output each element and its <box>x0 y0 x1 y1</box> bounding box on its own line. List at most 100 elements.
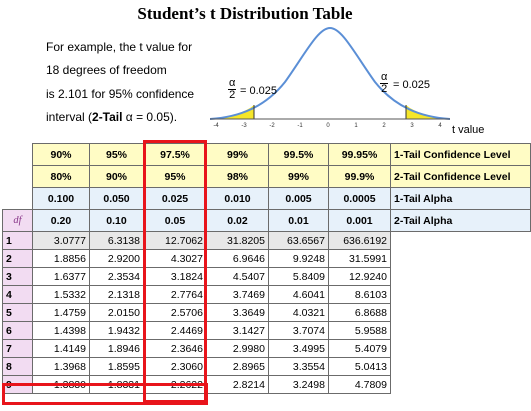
bell-curve-line <box>210 26 450 120</box>
df-cell: 7 <box>2 339 33 358</box>
critical-value-cell: 5.0413 <box>328 357 391 376</box>
critical-value-cell: 3.3554 <box>268 357 329 376</box>
table-row: 3 1.6377 2.3534 3.1824 4.5407 5.8409 12.9240 <box>2 267 531 286</box>
axis-tick: 1 <box>354 123 358 127</box>
critical-value-cell: 8.6103 <box>328 285 391 304</box>
header-value-cell: 99% <box>206 143 269 166</box>
header-value-cell: 0.10 <box>89 209 144 232</box>
header-value-cell: 97.5% <box>143 143 207 166</box>
df-cell: 2 <box>2 249 33 268</box>
right-tail-shade <box>406 105 450 119</box>
critical-value-cell: 1.8946 <box>89 339 144 358</box>
header-value-cell: 90% <box>32 143 90 166</box>
header-row: 90% 95% 97.5% 99% 99.5% 99.95% 1-Tail Confiden… <box>2 143 531 166</box>
critical-value-cell: 2.9200 <box>89 249 144 268</box>
axis-tick: 0 <box>326 123 330 127</box>
critical-value-cell: 2.1318 <box>89 285 144 304</box>
critical-value-cell: 31.8205 <box>206 231 269 250</box>
critical-value-cell: 3.1427 <box>206 321 269 340</box>
left-alpha-fraction: α 2 <box>228 77 237 101</box>
table-row: 4 1.5332 2.1318 2.7764 3.7469 4.6041 8.6103 <box>2 285 531 304</box>
critical-value-cell: 2.4469 <box>143 321 207 340</box>
critical-value-cell: 1.5332 <box>32 285 90 304</box>
header-row-label: 1-Tail Alpha <box>390 187 531 210</box>
critical-value-cell: 12.7062 <box>143 231 207 250</box>
header-value-cell: 0.050 <box>89 187 144 210</box>
header-value-cell: 0.05 <box>143 209 207 232</box>
df-cell: 8 <box>2 357 33 376</box>
right-alpha-value: = 0.025 <box>393 79 431 91</box>
t-distribution-table: 90% 95% 97.5% 99% 99.5% 99.95% 1-Tail Confiden… <box>2 143 531 394</box>
df-cell: 1 <box>2 231 33 250</box>
critical-value-cell: 1.8595 <box>89 357 144 376</box>
critical-value-cell: 4.3027 <box>143 249 207 268</box>
axis-tick: -2 <box>269 123 275 127</box>
critical-value-cell: 9.9248 <box>268 249 329 268</box>
table-row: 9 1.3830 1.8331 2.2622 2.8214 3.2498 4.7809 <box>2 375 531 394</box>
axis-tick: 3 <box>410 123 414 127</box>
critical-value-cell: 1.4759 <box>32 303 90 322</box>
critical-value-cell: 1.8331 <box>89 375 144 394</box>
header-value-cell: 0.010 <box>206 187 269 210</box>
critical-value-cell: 1.3968 <box>32 357 90 376</box>
df-cell: 3 <box>2 267 33 286</box>
header-row-label: 2-Tail Alpha <box>390 209 531 232</box>
critical-value-cell: 3.1824 <box>143 267 207 286</box>
df-cell: 6 <box>2 321 33 340</box>
axis-tick: -1 <box>297 123 303 127</box>
corner-cell <box>2 187 33 210</box>
critical-value-cell: 2.9980 <box>206 339 269 358</box>
header-value-cell: 0.005 <box>268 187 329 210</box>
example-line-4-tail: 2-Tail <box>92 110 123 124</box>
left-tail-shade <box>210 105 254 119</box>
critical-value-cell: 1.6377 <box>32 267 90 286</box>
table-row: 5 1.4759 2.0150 2.5706 3.3649 4.0321 6.8688 <box>2 303 531 322</box>
critical-value-cell: 5.9588 <box>328 321 391 340</box>
header-value-cell: 0.20 <box>32 209 90 232</box>
critical-value-cell: 1.4149 <box>32 339 90 358</box>
critical-value-cell: 3.0777 <box>32 231 90 250</box>
critical-value-cell: 3.4995 <box>268 339 329 358</box>
critical-value-cell: 2.5706 <box>143 303 207 322</box>
header-value-cell: 0.001 <box>328 209 391 232</box>
axis-tick: -4 <box>213 123 219 127</box>
critical-value-cell: 6.8688 <box>328 303 391 322</box>
df-cell: 5 <box>2 303 33 322</box>
critical-value-cell: 1.3830 <box>32 375 90 394</box>
corner-cell <box>2 143 33 166</box>
critical-value-cell: 63.6567 <box>268 231 329 250</box>
right-alpha-fraction: α 2 <box>380 71 389 95</box>
t-value-axis-label: t value <box>452 124 485 136</box>
header-value-cell: 90% <box>89 165 144 188</box>
critical-value-cell: 2.0150 <box>89 303 144 322</box>
header-value-cell: 0.01 <box>268 209 329 232</box>
table-row: 1 3.0777 6.3138 12.7062 31.8205 63.6567 636.61… <box>2 231 531 250</box>
critical-value-cell: 6.9646 <box>206 249 269 268</box>
critical-value-cell: 2.3646 <box>143 339 207 358</box>
critical-value-cell: 2.8965 <box>206 357 269 376</box>
critical-value-cell: 4.0321 <box>268 303 329 322</box>
example-line-4-prefix: interval ( <box>46 110 93 124</box>
header-value-cell: 0.025 <box>143 187 207 210</box>
table-row: 7 1.4149 1.8946 2.3646 2.9980 3.4995 5.4079 <box>2 339 531 358</box>
table-row: 8 1.3968 1.8595 2.3060 2.8965 3.3554 5.0413 <box>2 357 531 376</box>
axis-tick: 2 <box>382 123 386 127</box>
critical-value-cell: 5.4079 <box>328 339 391 358</box>
header-value-cell: 98% <box>206 165 269 188</box>
t-distribution-curve: -4 -3 -2 -1 0 1 2 3 4 <box>210 26 450 127</box>
df-cell: 9 <box>2 375 33 394</box>
critical-value-cell: 4.5407 <box>206 267 269 286</box>
critical-value-cell: 3.3649 <box>206 303 269 322</box>
header-value-cell: 0.02 <box>206 209 269 232</box>
header-value-cell: 95% <box>143 165 207 188</box>
header-row-label: 2-Tail Confidence Level <box>390 165 531 188</box>
header-row: 0.100 0.050 0.025 0.010 0.005 0.0005 1-Tail Al… <box>2 187 531 210</box>
example-line-2: 18 degrees of freedom <box>46 63 167 77</box>
example-line-1: For example, the t value for <box>46 40 193 54</box>
critical-value-cell: 2.7764 <box>143 285 207 304</box>
header-value-cell: 99.9% <box>328 165 391 188</box>
critical-value-cell: 3.2498 <box>268 375 329 394</box>
header-row: df 0.20 0.10 0.05 0.02 0.01 0.001 2-Tail Alpha <box>2 209 531 232</box>
table-row: 2 1.8856 2.9200 4.3027 6.9646 9.9248 31.5991 <box>2 249 531 268</box>
example-line-4-suffix: α = 0.05). <box>122 110 178 124</box>
